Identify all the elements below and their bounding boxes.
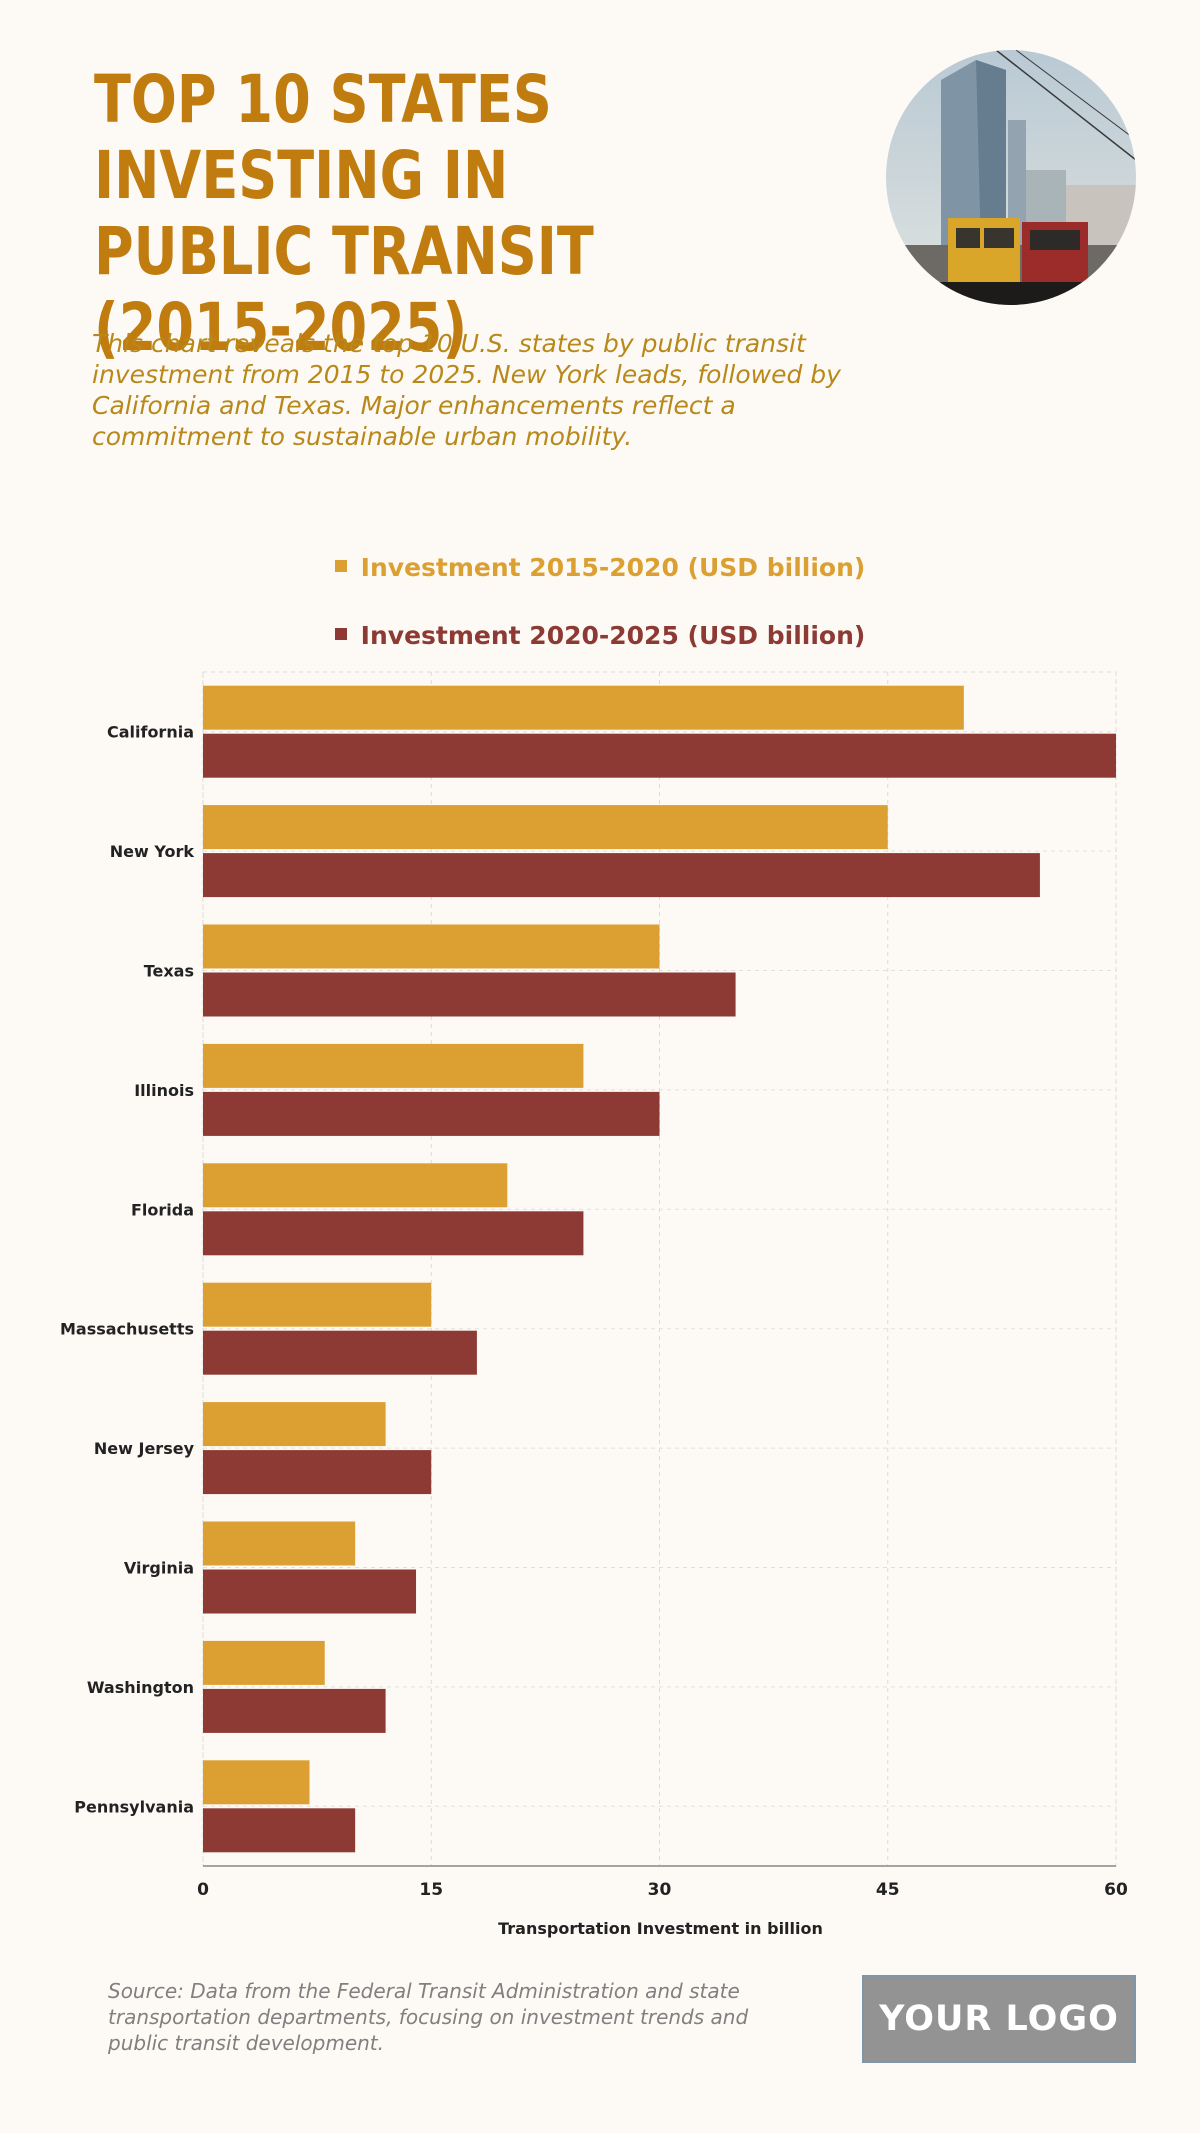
y-tick-label: Massachusetts <box>60 1320 194 1339</box>
legend-label-series-1: Investment 2015-2020 (USD billion) <box>360 553 866 582</box>
y-tick-label: Texas <box>144 962 194 981</box>
legend-item-series-2: Investment 2020-2025 (USD billion) <box>0 621 1200 650</box>
bar-series-1 <box>203 1402 386 1447</box>
y-tick-label: Illinois <box>134 1081 194 1100</box>
legend-swatch-series-1 <box>334 560 347 572</box>
bar-series-1 <box>203 1163 508 1208</box>
legend-item-series-1: Investment 2015-2020 (USD billion) <box>0 553 1200 582</box>
bar-series-1 <box>203 685 964 730</box>
bar-series-2 <box>203 972 736 1017</box>
x-tick-label: 45 <box>876 1880 900 1900</box>
logo-placeholder: YOUR LOGO <box>862 1975 1136 2063</box>
y-tick-label: New Jersey <box>94 1439 195 1458</box>
bar-series-1 <box>203 1282 432 1327</box>
x-tick-label: 0 <box>197 1880 209 1900</box>
bar-series-1 <box>203 1640 325 1685</box>
bar-series-1 <box>203 1760 310 1805</box>
y-tick-label: California <box>107 723 194 742</box>
bar-series-1 <box>203 1043 584 1088</box>
transit-photo <box>886 50 1136 305</box>
bar-series-2 <box>203 1330 477 1375</box>
x-tick-label: 15 <box>419 1880 443 1900</box>
x-tick-label: 60 <box>1104 1880 1128 1900</box>
bar-series-1 <box>203 1521 356 1566</box>
tram-city-photo-image <box>886 50 1136 305</box>
legend-swatch-series-2 <box>334 628 347 640</box>
chart-subtitle: This chart reveals the top 10 U.S. state… <box>92 329 841 451</box>
bar-series-2 <box>203 1091 660 1136</box>
x-tick-label: 30 <box>648 1880 672 1900</box>
bar-series-2 <box>203 1211 584 1256</box>
legend-label-series-2: Investment 2020-2025 (USD billion) <box>360 621 866 650</box>
source-note: Source: Data from the Federal Transit Ad… <box>108 1979 749 2055</box>
y-tick-label: Pennsylvania <box>74 1797 194 1816</box>
chart-title: TOP 10 STATES INVESTING IN PUBLIC TRANSI… <box>94 61 594 366</box>
bar-series-2 <box>203 1808 356 1853</box>
bar-series-2 <box>203 1450 432 1495</box>
bar-series-2 <box>203 853 1040 898</box>
bar-series-2 <box>203 733 1116 778</box>
x-axis-title: Transportation Investment in billion <box>498 1919 823 1938</box>
y-tick-label: New York <box>110 842 195 861</box>
bar-series-1 <box>203 924 660 969</box>
bar-series-2 <box>203 1688 386 1733</box>
y-tick-label: Washington <box>87 1678 194 1697</box>
bar-series-2 <box>203 1569 417 1614</box>
y-tick-label: Florida <box>131 1200 194 1219</box>
bar-series-1 <box>203 805 888 850</box>
y-tick-label: Virginia <box>124 1559 194 1578</box>
bar-chart: California New York Texas Illinois Florida Ma… <box>60 671 1128 1938</box>
